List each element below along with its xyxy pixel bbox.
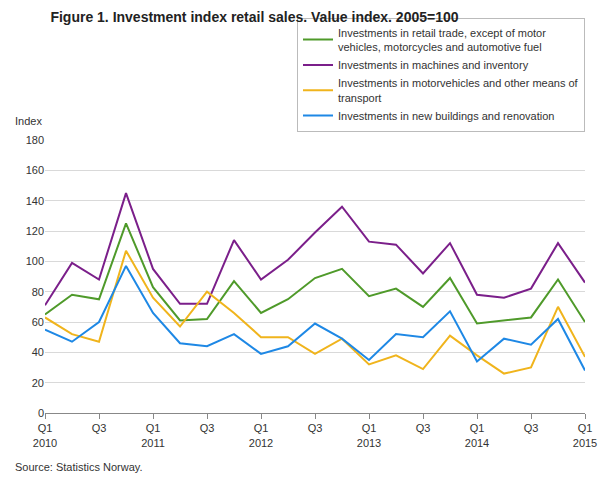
svg-text:160: 160 bbox=[26, 164, 44, 176]
svg-text:Investments in machines and in: Investments in machines and inventory bbox=[338, 59, 529, 71]
svg-text:Figure 1. Investment index ret: Figure 1. Investment index retail sales.… bbox=[50, 9, 458, 25]
svg-text:Investments in motorvehicles a: Investments in motorvehicles and other m… bbox=[338, 77, 579, 103]
svg-text:180: 180 bbox=[26, 134, 44, 146]
svg-text:Q12013: Q12013 bbox=[357, 422, 381, 448]
svg-text:Investments in new buildings a: Investments in new buildings and renovat… bbox=[338, 110, 554, 122]
svg-text:Q3: Q3 bbox=[524, 422, 539, 434]
svg-text:20: 20 bbox=[32, 377, 44, 389]
svg-text:40: 40 bbox=[32, 346, 44, 358]
svg-text:Index: Index bbox=[15, 115, 42, 127]
svg-text:Q3: Q3 bbox=[308, 422, 323, 434]
svg-text:Q3: Q3 bbox=[92, 422, 107, 434]
svg-text:Q12012: Q12012 bbox=[249, 422, 273, 448]
svg-text:60: 60 bbox=[32, 316, 44, 328]
svg-text:Q12011: Q12011 bbox=[141, 422, 165, 448]
svg-text:Q12015: Q12015 bbox=[573, 422, 597, 448]
svg-text:80: 80 bbox=[32, 286, 44, 298]
svg-text:Source: Statistics Norway.: Source: Statistics Norway. bbox=[15, 461, 143, 473]
svg-text:Investments in retail trade, e: Investments in retail trade, except of m… bbox=[338, 27, 546, 53]
svg-text:0: 0 bbox=[38, 407, 44, 419]
svg-text:Q12014: Q12014 bbox=[465, 422, 489, 448]
svg-text:120: 120 bbox=[26, 225, 44, 237]
svg-text:Q3: Q3 bbox=[200, 422, 215, 434]
svg-text:Q3: Q3 bbox=[416, 422, 431, 434]
svg-text:Q12010: Q12010 bbox=[33, 422, 57, 448]
svg-text:100: 100 bbox=[26, 255, 44, 267]
svg-text:140: 140 bbox=[26, 195, 44, 207]
